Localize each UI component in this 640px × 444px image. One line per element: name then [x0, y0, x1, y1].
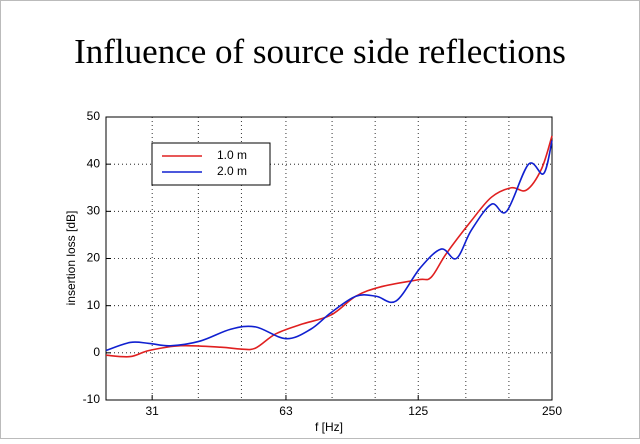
x-tick-label: 250	[542, 404, 562, 418]
y-tick-label: 40	[87, 156, 101, 170]
legend-label: 1.0 m	[217, 148, 247, 162]
y-tick-label: 0	[93, 345, 100, 359]
series-line	[105, 140, 553, 352]
y-axis-label: insertion loss [dB]	[64, 211, 78, 306]
x-tick-label: 31	[145, 404, 159, 418]
plot-area	[105, 116, 553, 401]
x-axis-label: f [Hz]	[315, 420, 343, 434]
y-tick-label: 20	[87, 251, 101, 265]
x-tick-label: 63	[279, 404, 293, 418]
y-tick-label: -10	[83, 392, 101, 406]
y-tick-label: 50	[87, 109, 101, 123]
x-tick-label: 125	[408, 404, 428, 418]
chart-title: Influence of source side reflections	[74, 32, 566, 71]
y-tick-label: 30	[87, 204, 101, 218]
legend-label: 2.0 m	[217, 164, 247, 178]
y-tick-label: 10	[87, 298, 101, 312]
legend-box	[151, 142, 271, 186]
